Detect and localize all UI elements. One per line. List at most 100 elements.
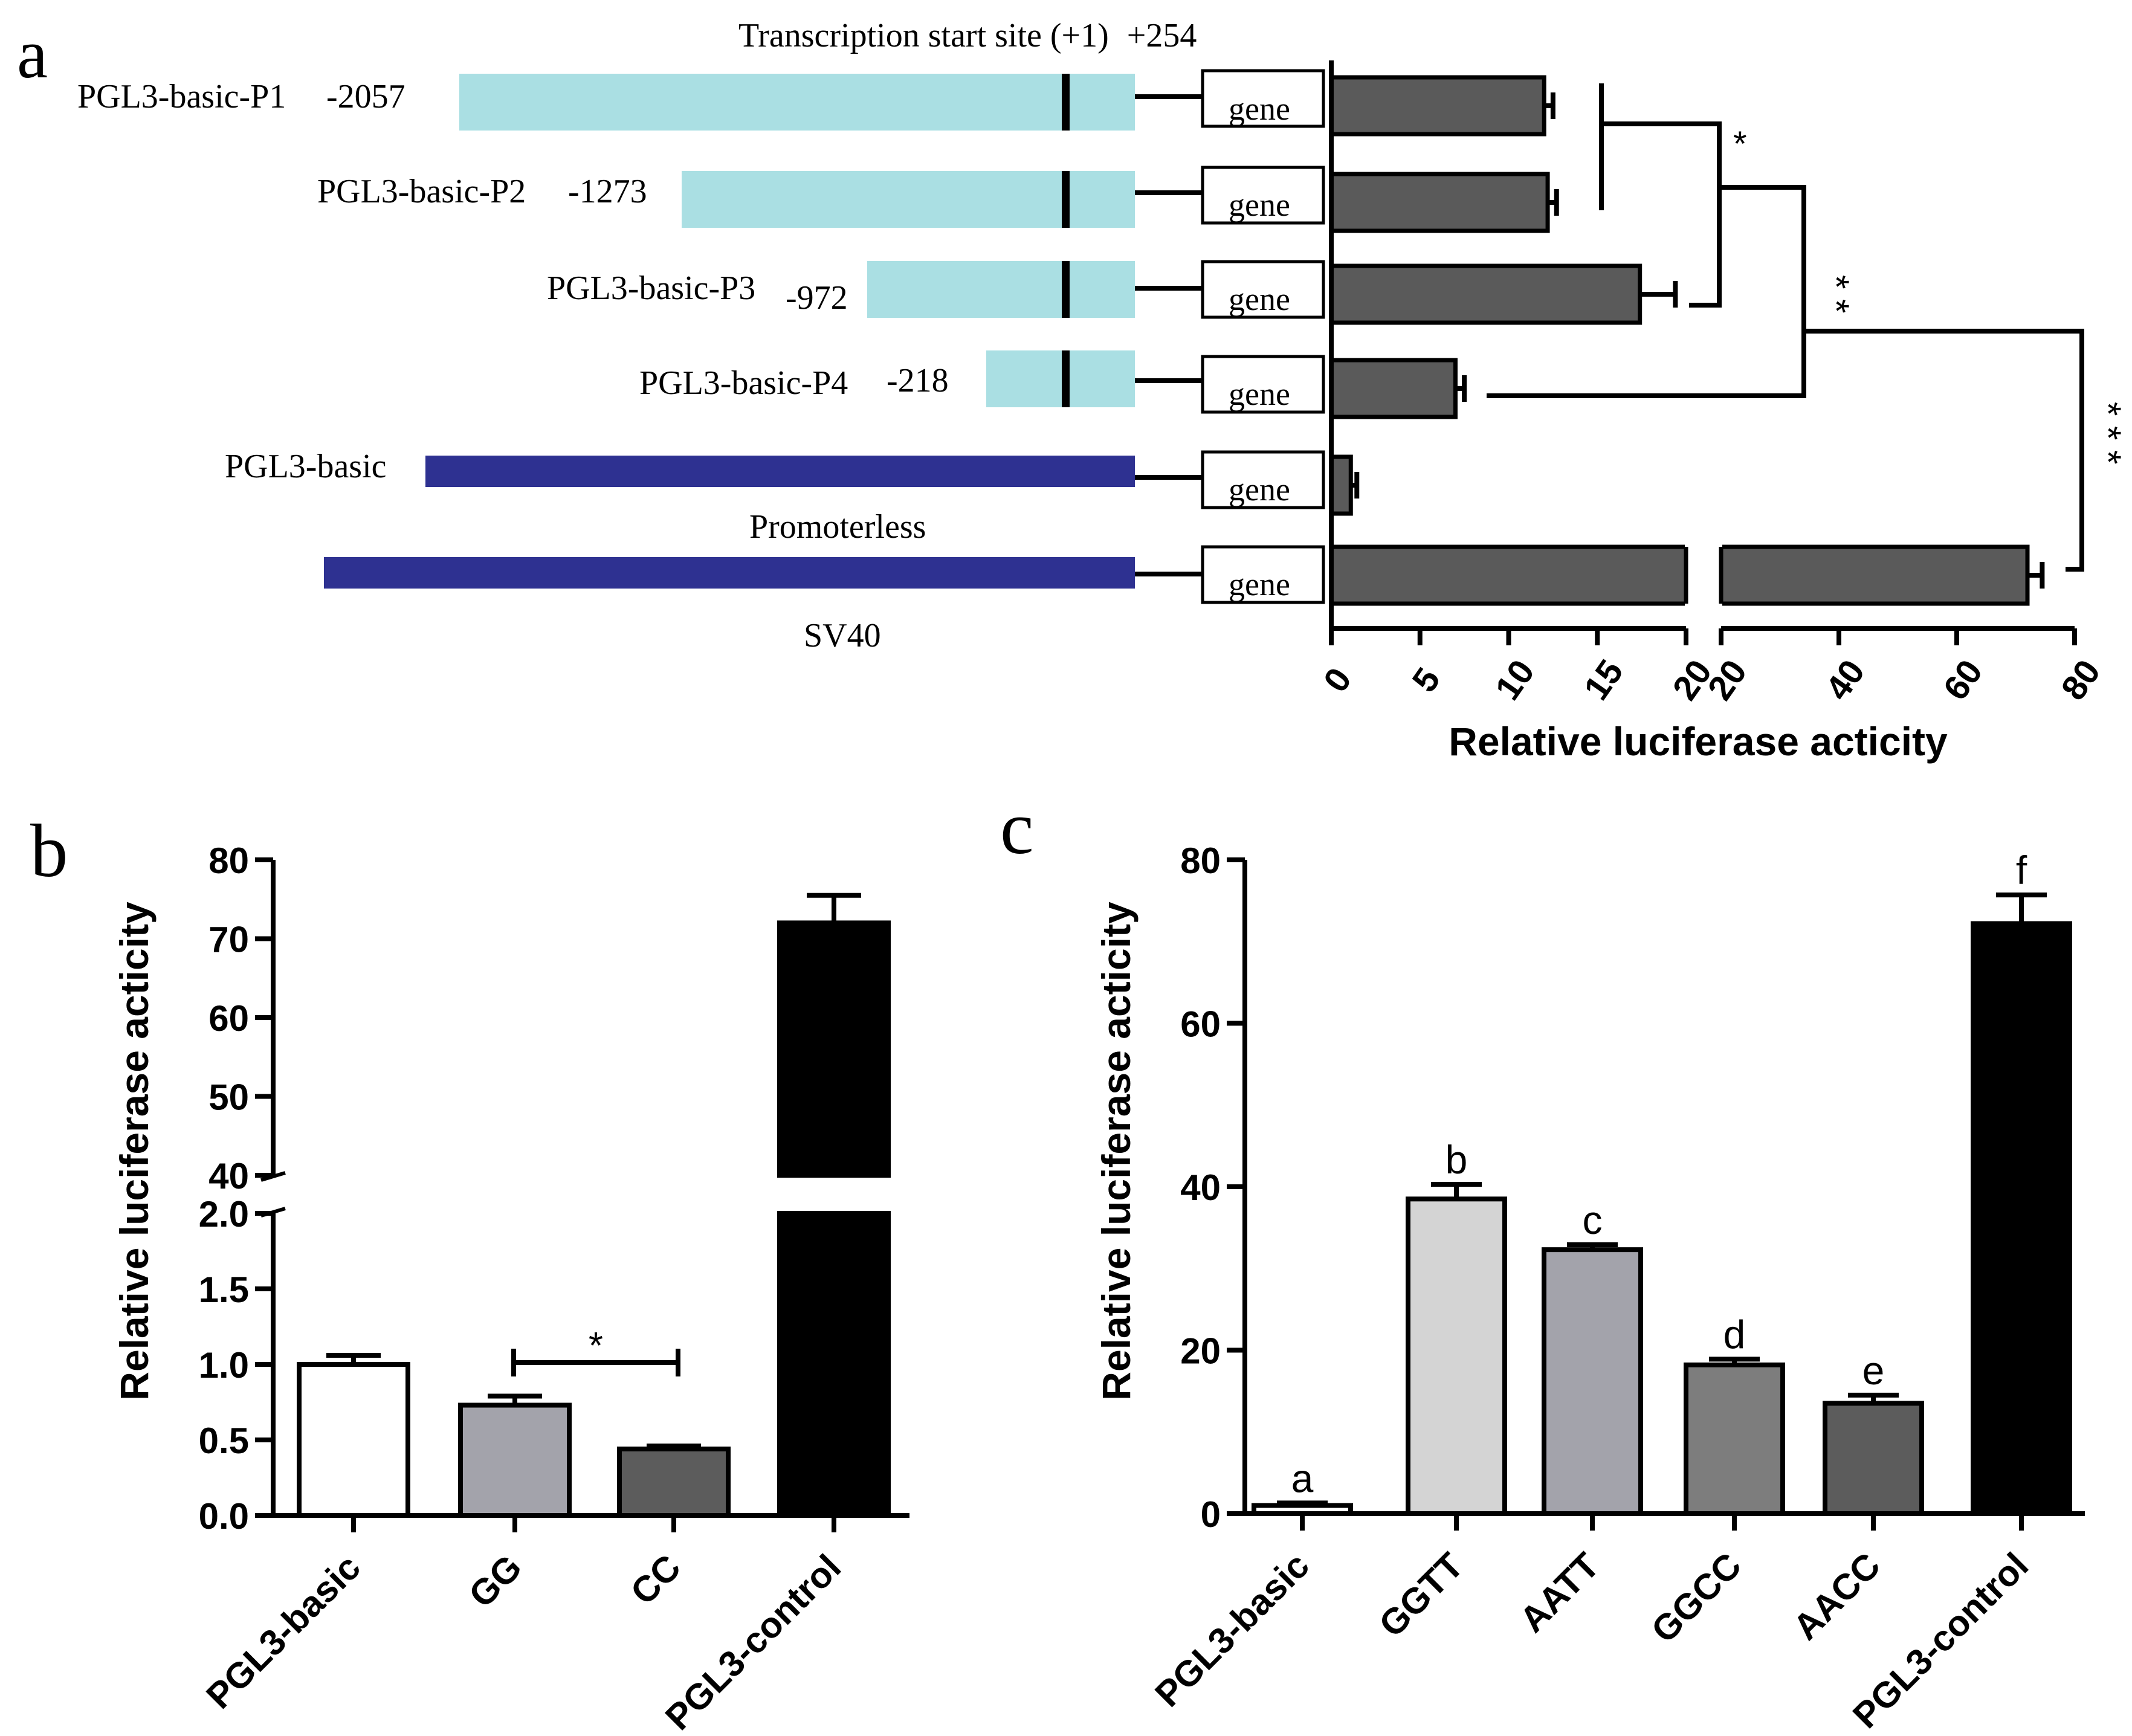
gene-label: gene	[1229, 566, 1290, 602]
gene-box	[1201, 260, 1325, 319]
tss-marker	[1062, 171, 1070, 228]
axis-label-b: Relative luciferase acticity	[112, 902, 157, 1401]
y-tick-label: 0.5	[199, 1421, 249, 1461]
x-tick-label: GGTT	[1371, 1545, 1471, 1645]
bar	[1329, 172, 1550, 233]
x-tick-label: AATT	[1512, 1545, 1607, 1640]
promoterless-label: Promoterless	[749, 508, 926, 546]
construct-start: -972	[786, 279, 848, 317]
bar	[1406, 1196, 1507, 1516]
axis-break-mark	[260, 1171, 286, 1182]
x-tick-label: CC	[623, 1547, 689, 1613]
construct-name: PGL3-basic-P3	[547, 269, 755, 307]
x-tick-label: 5	[1404, 660, 1448, 699]
x-tick-label: 20	[1700, 653, 1754, 707]
tss-marker	[1062, 74, 1070, 131]
gene-label: gene	[1229, 281, 1290, 317]
construct-name: PGL3-basic-P4	[639, 364, 848, 402]
axis-label-c: Relative luciferase acticity	[1094, 902, 1139, 1401]
x-tick-label: GGCC	[1644, 1545, 1749, 1651]
construct-name: PGL3-basic-P2	[317, 173, 526, 210]
bar	[1329, 263, 1643, 325]
promoter-fragment-p1	[459, 74, 1135, 131]
y-tick-label: 40	[208, 1156, 249, 1196]
gene-label: gene	[1229, 187, 1290, 223]
x-tick-label: PGL3-basic	[198, 1547, 368, 1717]
bar	[297, 1362, 410, 1518]
chart-b: PGL3-basic GG CCPGL3-control0.00.51.01.52.…	[198, 841, 909, 1736]
gene-box	[1201, 450, 1325, 509]
chart-c: aPGL3-basicbGGTTcAATTdGGCCeAACCfPGL3-con…	[1147, 841, 2085, 1736]
construct-start: -2057	[326, 78, 405, 115]
y-tick-label: 1.5	[199, 1270, 249, 1310]
gene-boxes	[1201, 69, 1325, 604]
axis-break-gap	[1685, 541, 1722, 613]
panel-b-label: b	[30, 810, 68, 893]
x-tick-label: 80	[2053, 653, 2108, 707]
group-letter: f	[2016, 848, 2027, 892]
gene-box	[1201, 69, 1325, 128]
y-tick-label: 70	[208, 920, 249, 960]
y-tick-label: 50	[208, 1077, 249, 1118]
bar	[458, 1402, 572, 1518]
y-tick-label: 80	[1180, 841, 1221, 881]
group-letter: e	[1862, 1348, 1885, 1393]
bar	[1329, 454, 1353, 516]
group-letter: d	[1723, 1312, 1746, 1357]
y-tick-label: 60	[1180, 1004, 1221, 1045]
bar	[1542, 1247, 1643, 1517]
y-tick-label: 0	[1201, 1494, 1221, 1535]
vector-bar-basic	[425, 456, 1135, 487]
bar	[1823, 1401, 1924, 1517]
panel-a: a Transcription start site (+1) +254 PGL3…	[17, 16, 2128, 764]
promoter-fragment-p2	[682, 171, 1135, 228]
bar	[1329, 358, 1458, 419]
x-tick-label: 15	[1577, 653, 1631, 707]
gene-label: gene	[1229, 471, 1290, 508]
construct-name: PGL3-basic	[225, 448, 387, 485]
group-letter: c	[1583, 1198, 1603, 1242]
significance-1: *	[1733, 124, 1747, 164]
promoter-fragment-p3	[867, 261, 1135, 318]
x-tick-label: 0	[1316, 660, 1360, 699]
bar	[1329, 544, 2030, 606]
y-tick-label: 80	[208, 841, 249, 881]
gene-box	[1201, 545, 1325, 604]
x-tick-label: PGL3-basic	[1147, 1545, 1317, 1715]
gene-box	[1201, 355, 1325, 414]
y-tick-label: 20	[1180, 1331, 1221, 1372]
x-tick-label: 60	[1936, 653, 1990, 707]
y-tick-label: 2.0	[199, 1194, 249, 1234]
x-tick-label: 40	[1818, 653, 1872, 707]
bar	[617, 1447, 731, 1518]
x-tick-label: 10	[1488, 653, 1542, 707]
significance-3: * * *	[2088, 402, 2128, 464]
significance-2: * *	[1816, 275, 1856, 313]
y-tick-label: 40	[1180, 1167, 1221, 1208]
x-tick-label: GG	[461, 1547, 529, 1615]
panel-a-label: a	[17, 16, 48, 92]
gene-box	[1201, 166, 1325, 225]
promoter-fragment-p4	[986, 350, 1135, 407]
significance-b: *	[589, 1325, 603, 1367]
tss-marker	[1062, 350, 1070, 407]
gene-labels: gene gene gene gene gene gene	[1229, 91, 1290, 602]
bar	[777, 1211, 891, 1518]
panel-b: b Relative luciferase acticity PGL3-basi…	[30, 810, 909, 1736]
axis-break-mark	[260, 1207, 286, 1218]
bar	[1329, 75, 1546, 137]
connector-lines	[1135, 94, 1203, 576]
construct-start: -1273	[568, 173, 647, 210]
y-tick-label: 1.0	[199, 1345, 249, 1386]
bar	[777, 920, 891, 1178]
gene-label: gene	[1229, 91, 1290, 127]
bar	[1971, 921, 2072, 1516]
group-letter: a	[1291, 1456, 1314, 1500]
sv40-label: SV40	[804, 617, 881, 654]
significance-brackets-a	[1487, 83, 2084, 572]
y-tick-label: 60	[208, 998, 249, 1039]
construct-start: -218	[887, 362, 949, 399]
construct-name: PGL3-basic-P1	[77, 78, 286, 115]
